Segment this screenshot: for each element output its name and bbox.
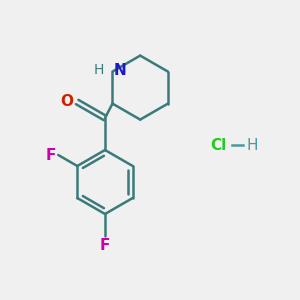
Text: N: N (113, 63, 126, 78)
Text: H: H (246, 137, 257, 152)
Text: F: F (46, 148, 56, 163)
Text: Cl: Cl (210, 137, 226, 152)
Text: F: F (100, 238, 110, 253)
Text: O: O (60, 94, 73, 110)
Text: H: H (94, 63, 104, 76)
